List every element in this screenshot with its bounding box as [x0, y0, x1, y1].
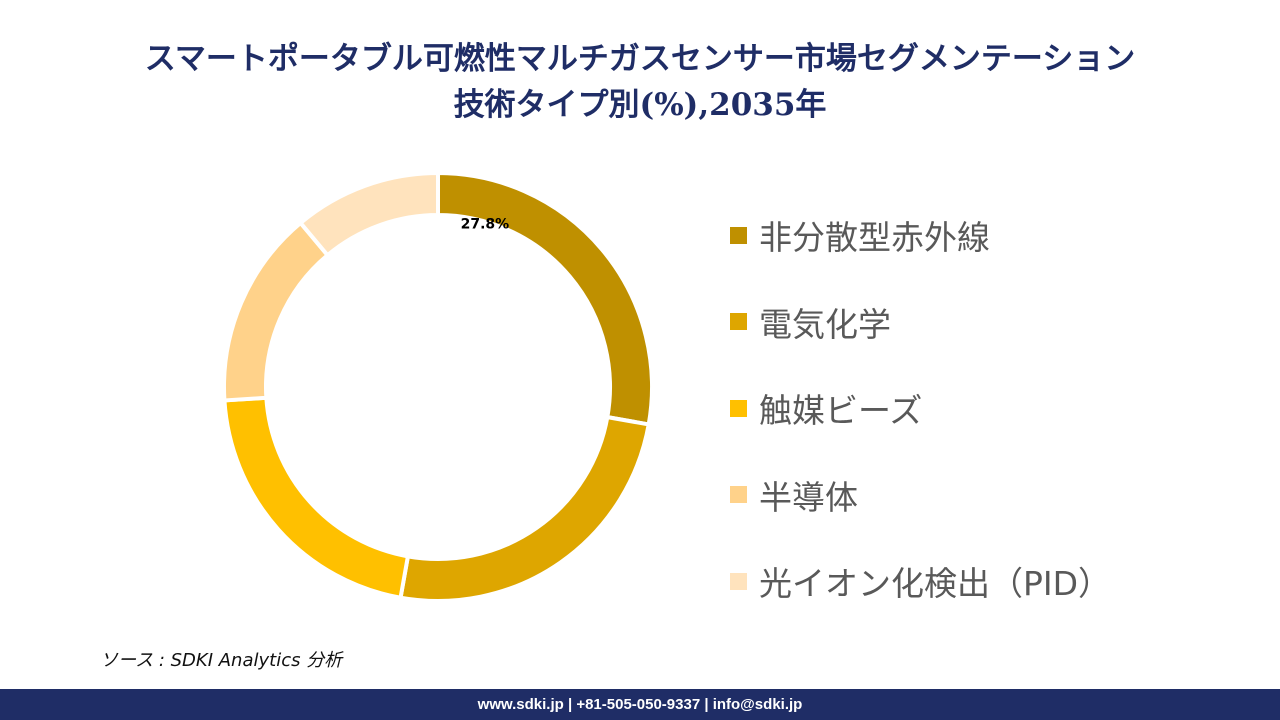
chart-title-line1: スマートポータブル可燃性マルチガスセンサー市場セグメンテーション — [144, 41, 1136, 77]
legend-label: 触媒ビーズ — [759, 391, 923, 431]
donut-slice-2 — [398, 414, 652, 603]
legend-label: 光イオン化検出（PID） — [759, 564, 1112, 604]
legend-label: 半導体 — [759, 477, 858, 517]
legend-swatch — [730, 486, 747, 504]
legend-swatch — [730, 572, 747, 590]
legend-label: 電気化学 — [759, 304, 891, 344]
donut-slice-5 — [297, 170, 440, 258]
chart-title: スマートポータブル可燃性マルチガスセンサー市場セグメンテーション 技術タイプ別(… — [0, 36, 1280, 128]
legend-swatch — [730, 226, 747, 244]
chart-legend: 非分散型赤外線 電気化学触媒ビーズ半導体光イオン化検出（PID） — [730, 192, 1250, 625]
footer-contact: www.sdki.jp | +81-505-050-9337 | info@sd… — [477, 696, 803, 713]
source-note: ソース : SDKI Analytics 分析 — [100, 650, 343, 671]
donut-slice-1 — [436, 170, 654, 427]
donut-slice-4 — [222, 220, 331, 403]
legend-item-5: 光イオン化検出（PID） — [730, 538, 1250, 625]
legend-swatch — [730, 313, 747, 331]
legend-item-3: 触媒ビーズ — [730, 365, 1250, 452]
footer-bar: www.sdki.jp | +81-505-050-9337 | info@sd… — [0, 689, 1280, 720]
legend-label: 非分散型赤外線 — [759, 218, 990, 258]
legend-item-1: 非分散型赤外線 — [730, 192, 1250, 279]
donut-slice-3 — [222, 395, 411, 601]
chart-title-line2: 技術タイプ別(%),2035年 — [453, 87, 827, 123]
legend-item-4: 半導体 — [730, 452, 1250, 539]
legend-swatch — [730, 399, 747, 417]
slice-data-label-1: 27.8% — [461, 217, 510, 233]
legend-item-2: 電気化学 — [730, 279, 1250, 366]
